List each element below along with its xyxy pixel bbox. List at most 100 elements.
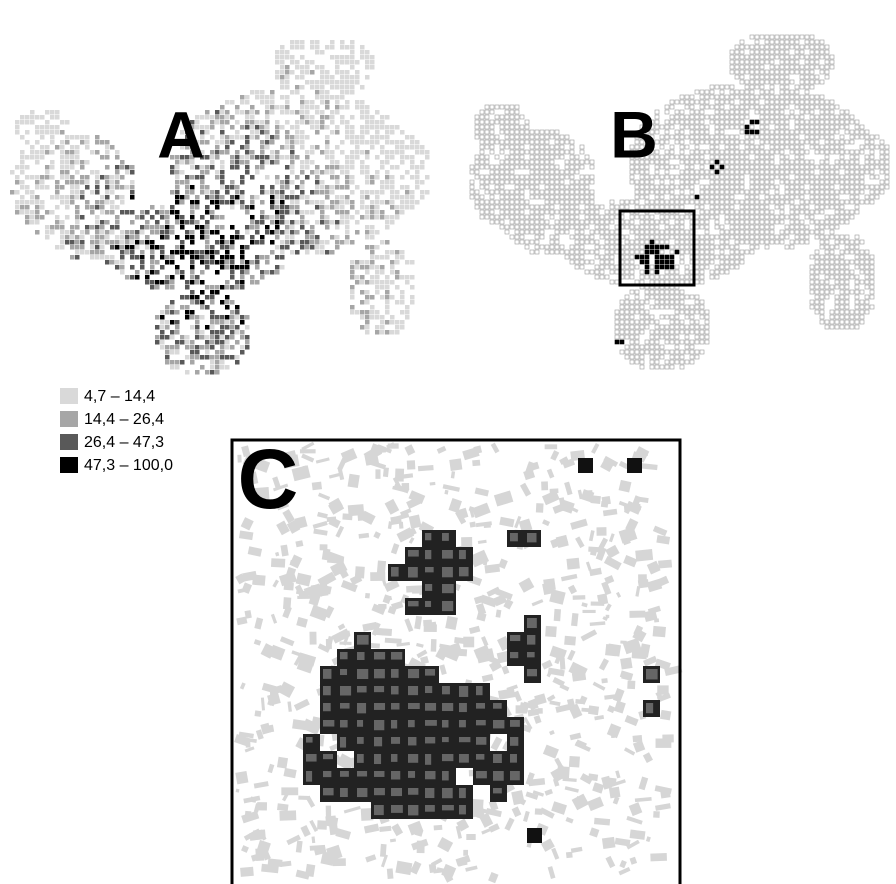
- grid-cell: [655, 245, 659, 249]
- grid-cell: [835, 325, 839, 329]
- grid-cell: [870, 145, 874, 149]
- grid-cell: [165, 305, 170, 310]
- grid-cell: [400, 200, 405, 205]
- grid-cell: [315, 175, 320, 180]
- grid-cell: [300, 225, 305, 230]
- grid-cell: [35, 130, 40, 135]
- grid-cell: [295, 65, 300, 70]
- grid-cell: [420, 180, 425, 185]
- grid-cell: [730, 245, 734, 249]
- grid-cell: [560, 170, 564, 174]
- grid-cell: [840, 280, 844, 284]
- grid-cell: [390, 140, 395, 145]
- grid-cell: [350, 140, 355, 145]
- grid-cell: [390, 270, 395, 275]
- grid-cell: [865, 260, 869, 264]
- grid-cell: [490, 135, 494, 139]
- grid-cell: [665, 260, 669, 264]
- building: [601, 501, 609, 508]
- grid-cell: [765, 165, 769, 169]
- grid-cell: [275, 130, 280, 135]
- grid-cell: [665, 105, 669, 109]
- grid-cell: [575, 255, 579, 259]
- grid-cell: [410, 275, 415, 280]
- grid-cell: [830, 150, 834, 154]
- grid-cell: [365, 175, 370, 180]
- grid-cell: [240, 100, 245, 105]
- grid-cell: [820, 145, 824, 149]
- grid-cell: [760, 235, 764, 239]
- grid-cell: [195, 195, 200, 200]
- grid-cell: [570, 160, 574, 164]
- grid-cell: [740, 175, 744, 179]
- grid-cell: [770, 225, 774, 229]
- grid-cell: [765, 45, 769, 49]
- grid-cell: [645, 235, 649, 239]
- grid-cell: [570, 180, 574, 184]
- grid-cell: [75, 250, 80, 255]
- grid-cell: [660, 145, 664, 149]
- grid-cell: [380, 115, 385, 120]
- grid-cell: [825, 285, 829, 289]
- grid-cell: [170, 350, 175, 355]
- grid-cell: [145, 245, 150, 250]
- grid-cell: [850, 160, 854, 164]
- grid-cell: [395, 205, 400, 210]
- grid-cell: [325, 100, 330, 105]
- grid-cell: [770, 85, 774, 89]
- grid-cell: [715, 245, 719, 249]
- grid-cell: [545, 130, 549, 134]
- grid-cell: [160, 335, 165, 340]
- grid-cell: [635, 200, 639, 204]
- grid-cell: [800, 155, 804, 159]
- grid-cell: [810, 305, 814, 309]
- grid-cell: [360, 195, 365, 200]
- grid-cell: [360, 45, 365, 50]
- grid-cell: [245, 225, 250, 230]
- grid-cell: [80, 240, 85, 245]
- grid-cell: [400, 295, 405, 300]
- grid-cell: [315, 85, 320, 90]
- grid-cell: [640, 250, 644, 254]
- grid-cell: [245, 110, 250, 115]
- grid-cell: [590, 230, 594, 234]
- grid-cell: [325, 250, 330, 255]
- grid-cell: [510, 115, 514, 119]
- grid-cell: [885, 175, 889, 179]
- grid-cell: [595, 265, 599, 269]
- building: [277, 757, 288, 769]
- grid-cell: [70, 150, 75, 155]
- grid-cell: [310, 170, 315, 175]
- grid-cell: [630, 240, 634, 244]
- grid-cell: [710, 160, 714, 164]
- grid-cell: [515, 210, 519, 214]
- grid-cell: [750, 100, 754, 104]
- grid-cell: [370, 60, 375, 65]
- grid-cell: [570, 150, 574, 154]
- grid-cell: [675, 300, 679, 304]
- grid-cell: [860, 265, 864, 269]
- grid-cell: [880, 180, 884, 184]
- grid-cell: [385, 320, 390, 325]
- grid-cell: [365, 330, 370, 335]
- grid-cell: [300, 40, 305, 45]
- grid-cell: [715, 165, 719, 169]
- grid-cell: [805, 215, 809, 219]
- grid-cell: [765, 90, 769, 94]
- grid-cell: [255, 195, 260, 200]
- grid-cell: [815, 300, 819, 304]
- grid-cell: [780, 125, 784, 129]
- grid-cell: [425, 190, 430, 195]
- grid-cell: [345, 125, 350, 130]
- grid-cell: [215, 140, 220, 145]
- grid-cell: [60, 150, 65, 155]
- building: [552, 677, 564, 687]
- grid-cell: [840, 275, 844, 279]
- grid-cell: [10, 170, 15, 175]
- grid-cell: [575, 250, 579, 254]
- grid-cell: [720, 175, 724, 179]
- grid-cell: [855, 120, 859, 124]
- grid-cell: [190, 220, 195, 225]
- building: [387, 868, 394, 879]
- grid-cell: [745, 55, 749, 59]
